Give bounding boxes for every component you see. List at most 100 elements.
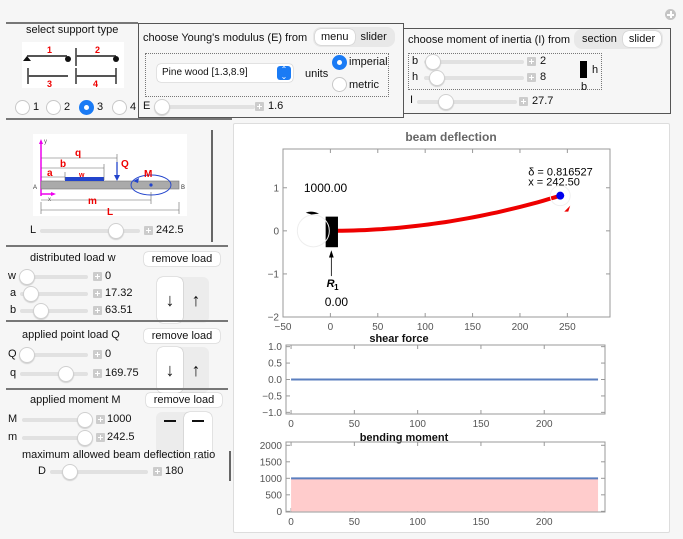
support-radio-2[interactable] xyxy=(46,100,61,115)
b-load-value: 63.51 xyxy=(105,304,133,316)
arrow-down-button[interactable]: ↓ xyxy=(157,347,183,393)
tab-menu[interactable]: menu xyxy=(315,29,355,45)
b-expand-icon[interactable] xyxy=(527,57,536,66)
b-load-slider-track[interactable] xyxy=(20,309,88,313)
moment-reaction-arrow-icon xyxy=(305,211,320,215)
arrow-up-button[interactable]: ↑ xyxy=(183,347,209,393)
support-radio-1[interactable] xyxy=(15,100,30,115)
arrow-down-button[interactable]: ↓ xyxy=(157,277,183,323)
L-label: L xyxy=(30,224,37,236)
D-expand-icon[interactable] xyxy=(153,467,162,476)
m-slider-thumb[interactable] xyxy=(77,430,93,446)
x-tick-label: 100 xyxy=(409,419,426,430)
clockwise-button[interactable] xyxy=(184,412,212,458)
arrow-down-icon: ↓ xyxy=(165,359,175,380)
q-value: 169.75 xyxy=(105,367,139,379)
inertia-source-toggle: section slider xyxy=(574,29,664,49)
point-load-title: applied point load Q xyxy=(22,329,120,341)
h-slider-thumb[interactable] xyxy=(429,70,445,86)
a-expand-icon[interactable] xyxy=(93,289,102,298)
q-slider-track[interactable] xyxy=(20,372,88,376)
tab-section[interactable]: section xyxy=(582,33,617,45)
E-label: E xyxy=(143,100,151,112)
y-tick-label: 1500 xyxy=(260,457,283,468)
q-expand-icon[interactable] xyxy=(93,369,102,378)
reaction-label: R xyxy=(327,278,335,290)
I-expand-icon[interactable] xyxy=(519,97,528,106)
I-label: I xyxy=(410,94,414,106)
L-slider-track[interactable] xyxy=(40,229,140,233)
x-tick-label: 250 xyxy=(559,322,576,333)
moment-reaction-value: 1000.00 xyxy=(304,181,348,195)
diagram-B-label: B xyxy=(181,185,185,191)
h-slider-track[interactable] xyxy=(424,76,524,80)
M-slider-thumb[interactable] xyxy=(77,412,93,428)
b-value: 2 xyxy=(540,55,547,67)
arrow-down-icon: ↓ xyxy=(165,289,175,310)
D-slider-thumb[interactable] xyxy=(62,464,78,480)
y-tick-label: 0 xyxy=(273,226,279,237)
Q-expand-icon[interactable] xyxy=(93,350,102,359)
I-slider-track[interactable] xyxy=(417,100,517,104)
M-slider-track[interactable] xyxy=(22,418,88,422)
b-load-expand-icon[interactable] xyxy=(93,306,102,315)
close-panel-icon[interactable] xyxy=(665,9,676,20)
y-tick-label: −1 xyxy=(268,269,280,280)
q-slider-thumb[interactable] xyxy=(58,366,74,382)
y-tick-label: −2 xyxy=(268,313,280,324)
divider xyxy=(6,320,228,322)
L-slider-thumb[interactable] xyxy=(108,223,124,239)
M-expand-icon[interactable] xyxy=(96,415,105,424)
deflection-ratio-title: maximum allowed beam deflection ratio xyxy=(22,449,216,461)
moment-reaction-circle xyxy=(296,214,330,248)
reaction-arrow-icon xyxy=(328,250,334,258)
b-load-slider-thumb[interactable] xyxy=(33,303,49,319)
diagram-label-1: 1 xyxy=(47,45,52,55)
youngs-modulus-panel: choose Young's modulus (E) from menu sli… xyxy=(138,23,404,118)
a-slider-track[interactable] xyxy=(20,292,88,296)
Q-slider-thumb[interactable] xyxy=(19,347,35,363)
youngs-modulus-title: choose Young's modulus (E) from xyxy=(143,32,308,44)
distributed-direction-toggle: ↓ ↑ xyxy=(157,277,209,323)
tab-inertia-slider[interactable]: slider xyxy=(622,31,662,47)
w-slider-track[interactable] xyxy=(20,275,88,279)
I-slider-thumb[interactable] xyxy=(438,94,454,110)
L-expand-icon[interactable] xyxy=(144,226,153,235)
m-slider-track[interactable] xyxy=(22,436,88,440)
b-slider-thumb[interactable] xyxy=(425,54,441,70)
arrow-up-button[interactable]: ↑ xyxy=(183,277,209,323)
units-metric-radio[interactable] xyxy=(332,77,347,92)
units-label: units xyxy=(305,68,329,80)
x-tick-label: 50 xyxy=(349,419,361,430)
bending-chart-title: bending moment xyxy=(360,432,449,444)
h-expand-icon[interactable] xyxy=(527,73,536,82)
material-select[interactable]: Pine wood [1.3,8.9] ⌃ ⌄ xyxy=(157,64,293,82)
diagram-a-label: a xyxy=(47,168,53,179)
remove-moment-button[interactable]: remove load xyxy=(146,393,222,407)
a-slider-thumb[interactable] xyxy=(23,286,39,302)
x-tick-label: 150 xyxy=(473,517,490,528)
m-expand-icon[interactable] xyxy=(96,433,105,442)
units-imperial-radio[interactable] xyxy=(332,55,347,70)
diagram-w-label: w xyxy=(78,172,85,179)
Q-slider-track[interactable] xyxy=(20,353,88,357)
diagram-M-label: M xyxy=(144,169,152,180)
tab-slider[interactable]: slider xyxy=(360,31,387,43)
counterclockwise-button[interactable] xyxy=(156,412,184,458)
E-expand-icon[interactable] xyxy=(255,102,264,111)
E-slider-track[interactable] xyxy=(155,105,255,109)
x-tick-label: 100 xyxy=(409,517,426,528)
remove-point-load-button[interactable]: remove load xyxy=(144,329,220,343)
b-slider-track[interactable] xyxy=(424,60,524,64)
D-slider-track[interactable] xyxy=(50,470,148,474)
E-slider-thumb[interactable] xyxy=(154,99,170,115)
units-imperial-label: imperial xyxy=(349,56,388,68)
w-expand-icon[interactable] xyxy=(93,272,102,281)
diagram-label-4: 4 xyxy=(93,79,98,88)
y-tick-label: −1.0 xyxy=(262,408,282,419)
support-radio-3[interactable] xyxy=(79,100,94,115)
support-type-section: select support type 1 2 3 4 1 2 3 4 xyxy=(6,22,138,122)
support-radio-4[interactable] xyxy=(112,100,127,115)
remove-distributed-load-button[interactable]: remove load xyxy=(144,252,220,266)
w-slider-thumb[interactable] xyxy=(19,269,35,285)
